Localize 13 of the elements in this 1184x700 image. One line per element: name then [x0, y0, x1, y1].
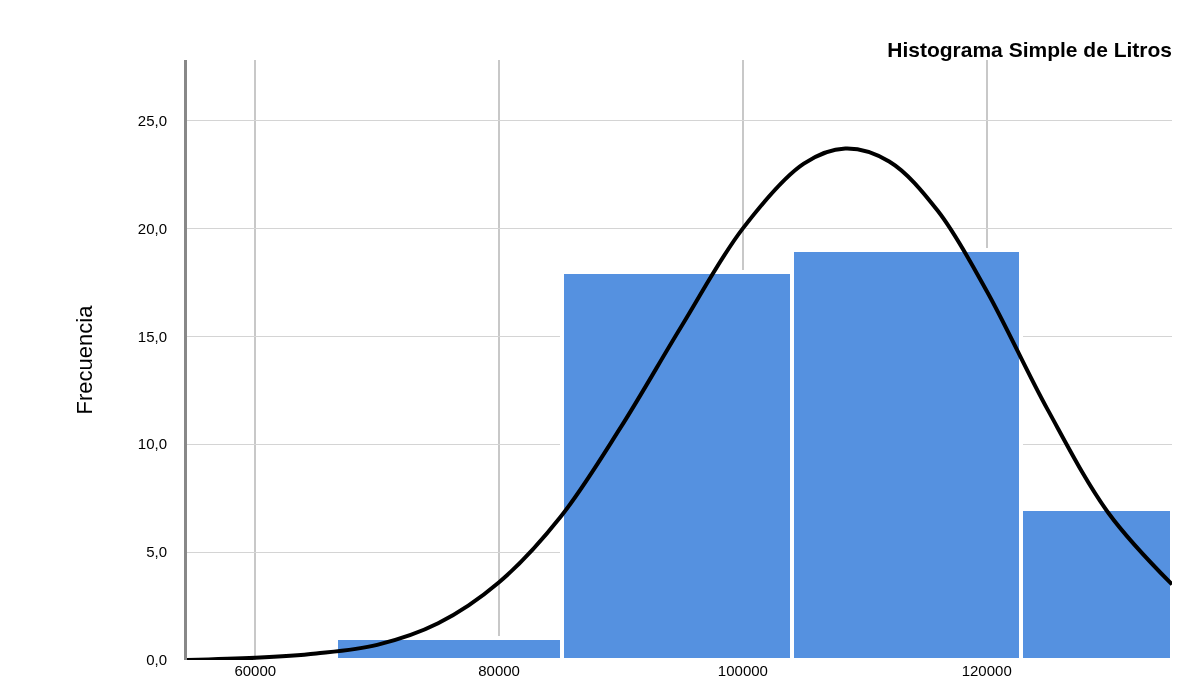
x-tick-label: 80000: [478, 662, 520, 679]
y-tick-label: 5,0: [146, 543, 167, 561]
y-tick-label: 0,0: [146, 651, 167, 669]
x-tick-label: 100000: [717, 662, 768, 679]
x-tick-label: 60000: [234, 662, 277, 679]
x-tick-label: 120000: [961, 662, 1012, 679]
chart-title: Histograma Simple de Litros: [887, 37, 1172, 61]
y-tick-label: 15,0: [137, 327, 167, 345]
y-tick-label: 25,0: [137, 111, 167, 129]
line-series: [187, 146, 1172, 660]
y-tick-label: 20,0: [137, 219, 167, 237]
y-axis-title: Frecuencia: [71, 304, 97, 415]
y-tick-label: 10,0: [137, 435, 167, 453]
